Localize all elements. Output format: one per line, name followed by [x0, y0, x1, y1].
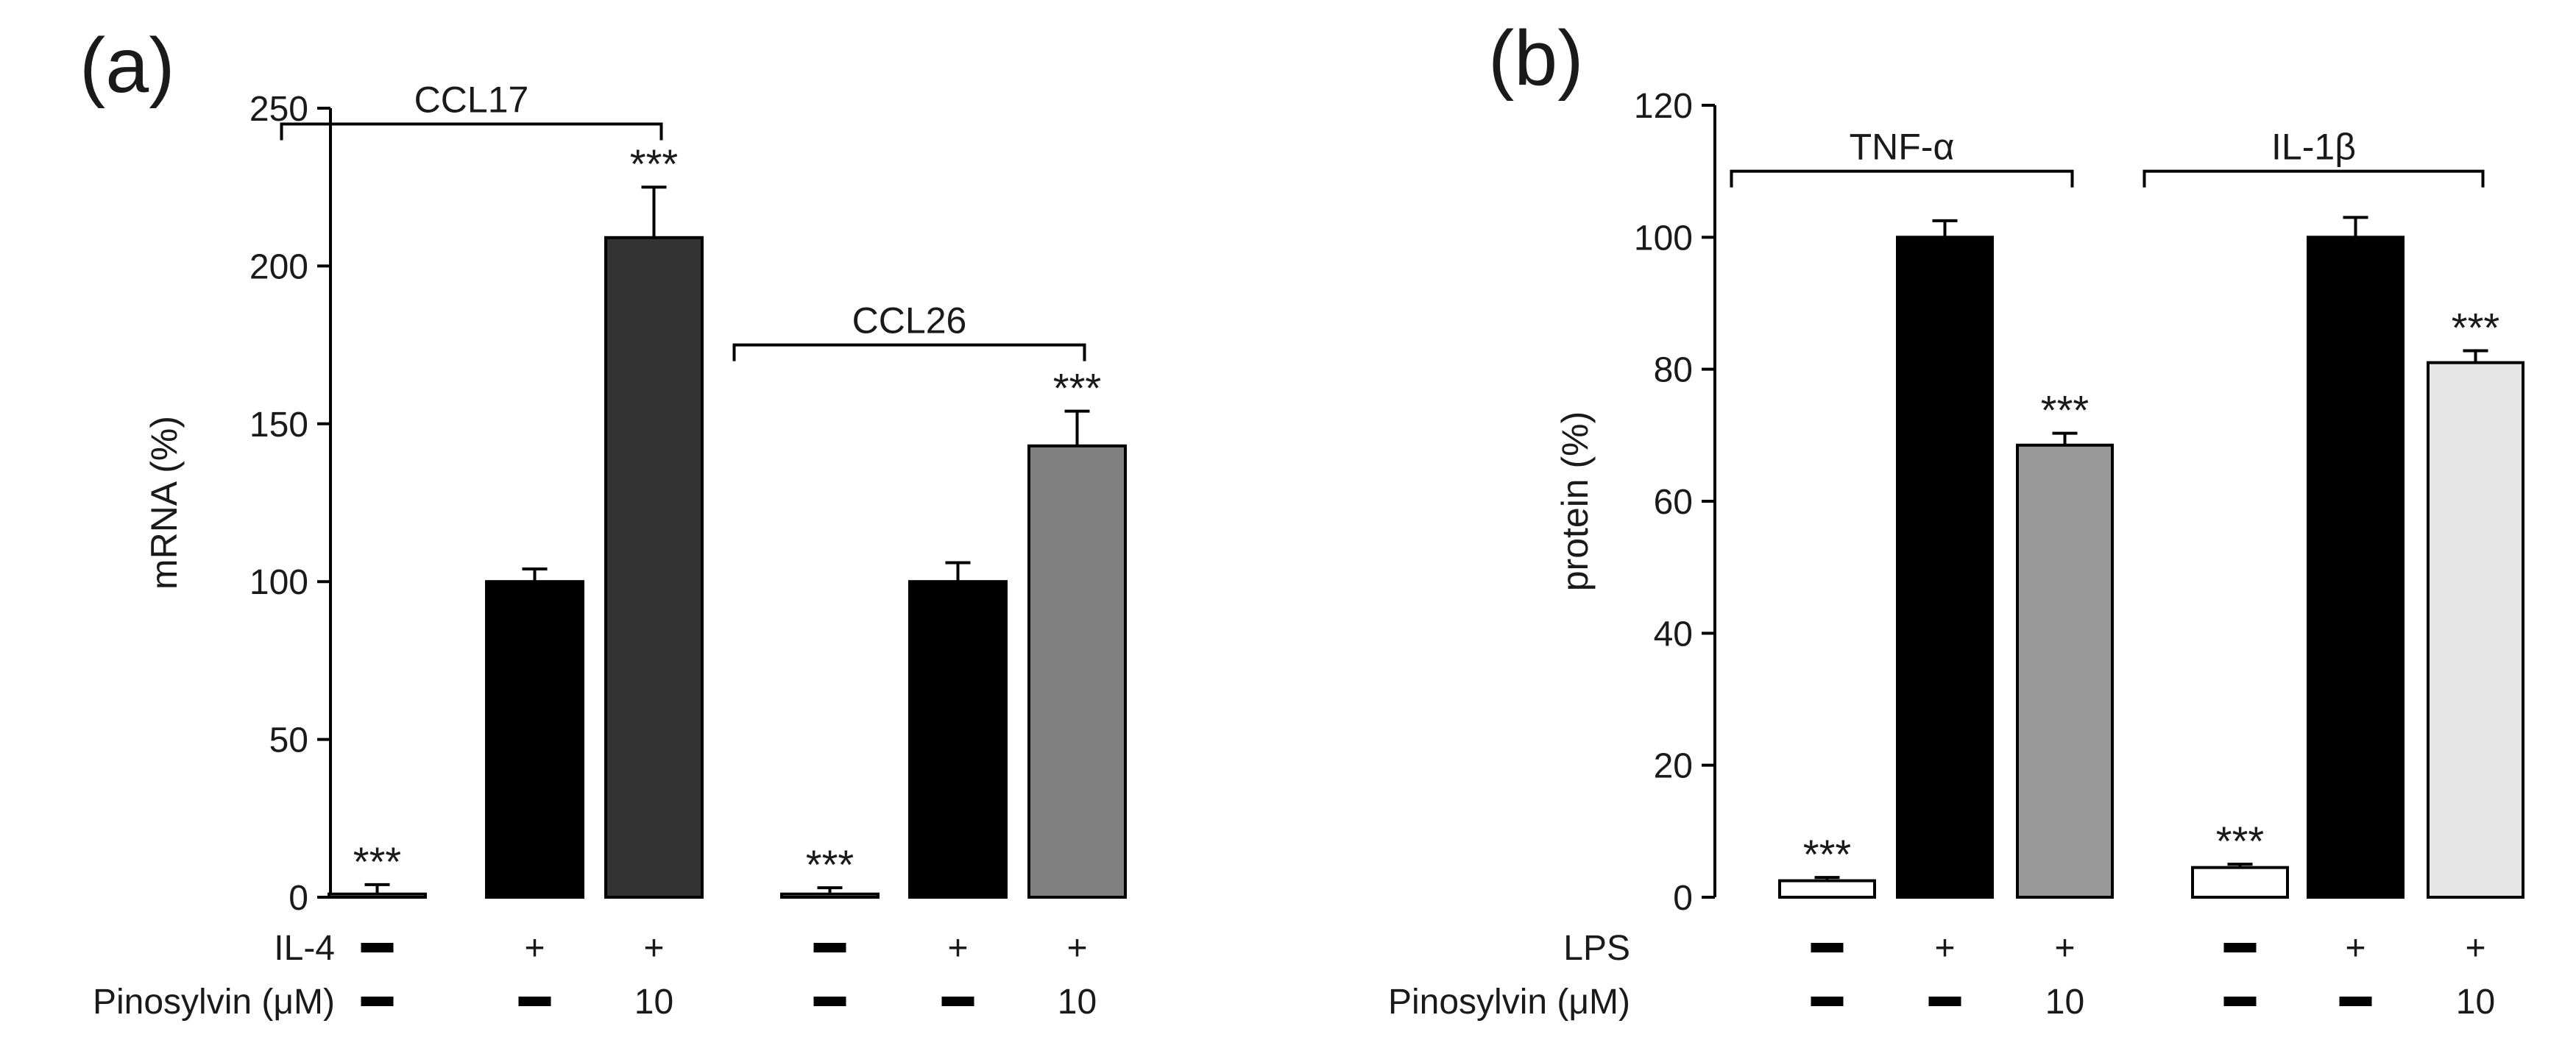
y-tick-label: 20: [1654, 747, 1693, 786]
significance-mark: ***: [1803, 831, 1851, 877]
treatment-row-label: IL-4: [274, 929, 335, 968]
bar: [2191, 866, 2289, 899]
y-tick-label: 40: [1654, 615, 1693, 654]
bar: [1027, 444, 1127, 899]
y-axis-label: protein (%): [1554, 411, 1596, 592]
panel-b: (b) protein (%) 0 20 40 60 80 100 120 *** *** *** **…: [1388, 15, 2524, 1022]
bar: [908, 580, 1008, 899]
bar: [2016, 443, 2114, 899]
group-bracket: [1730, 169, 2074, 188]
y-tick-label: 0: [1673, 879, 1693, 918]
group-bracket: [2142, 169, 2485, 188]
y-tick-label: 150: [250, 406, 308, 445]
minus-mark: [813, 943, 846, 952]
bar: [485, 580, 584, 899]
treatment-mark: +: [1066, 929, 1087, 968]
treatment-mark: +: [947, 929, 968, 968]
y-tick-label: 100: [250, 563, 308, 602]
panel-label: (a): [79, 22, 175, 109]
treatment-mark: 10: [1058, 983, 1097, 1022]
treatment-mark: 10: [2045, 983, 2084, 1022]
minus-mark: [518, 997, 551, 1006]
minus-mark: [361, 943, 394, 952]
panel-a: (a) mRNA (%) 0 50 100 150 200 250 *** *** *** *** CC…: [79, 22, 1127, 1022]
y-axis-label: mRNA (%): [144, 416, 185, 590]
minus-mark: [2223, 997, 2257, 1006]
significance-mark: ***: [2216, 818, 2264, 864]
y-tick-label: 120: [1634, 87, 1693, 126]
y-tick-label: 0: [289, 879, 308, 918]
y-tick-label: 60: [1654, 483, 1693, 522]
y-tick-label: 80: [1654, 351, 1693, 390]
significance-mark: ***: [806, 841, 854, 888]
significance-mark: ***: [630, 141, 678, 187]
significance-mark: ***: [2041, 387, 2089, 434]
treatment-mark: 10: [2456, 983, 2495, 1022]
treatment-mark: +: [1934, 929, 1955, 968]
group-label: TNF-α: [1850, 127, 1955, 168]
bar: [328, 892, 427, 899]
treatment-mark: 10: [634, 983, 673, 1022]
minus-mark: [1811, 943, 1844, 952]
bar: [2307, 236, 2405, 899]
group-bracket: [732, 343, 1086, 361]
y-tick-label: 50: [269, 721, 308, 760]
minus-mark: [941, 997, 974, 1006]
treatment-mark: +: [2465, 929, 2485, 968]
bar: [1778, 879, 1876, 899]
y-tick-label: 100: [1634, 219, 1693, 258]
bar: [604, 236, 704, 899]
y-tick-label: 250: [250, 90, 308, 129]
significance-mark: ***: [2452, 305, 2499, 351]
minus-mark: [1928, 997, 1961, 1006]
treatment-row-label: Pinosylvin (μM): [93, 983, 335, 1022]
minus-mark: [2223, 943, 2257, 952]
group-label: CCL17: [414, 79, 529, 120]
panel-label: (b): [1488, 15, 1584, 102]
treatment-row-label: LPS: [1563, 929, 1630, 968]
treatment-mark: +: [524, 929, 545, 968]
minus-mark: [1811, 997, 1844, 1006]
significance-mark: ***: [353, 838, 401, 885]
y-tick-label: 200: [250, 247, 308, 286]
minus-mark: [2339, 997, 2372, 1006]
bar: [2427, 361, 2524, 899]
significance-mark: ***: [1053, 365, 1101, 411]
treatment-mark: +: [2345, 929, 2366, 968]
minus-mark: [813, 997, 846, 1006]
treatment-mark: +: [2054, 929, 2075, 968]
treatment-row-label: Pinosylvin (μM): [1388, 983, 1630, 1022]
group-label: CCL26: [852, 300, 967, 342]
minus-mark: [361, 997, 394, 1006]
treatment-mark: +: [643, 929, 664, 968]
group-bracket: [280, 122, 663, 141]
group-label: IL-1β: [2271, 127, 2356, 168]
bar: [1896, 236, 1994, 899]
bar: [780, 892, 880, 899]
